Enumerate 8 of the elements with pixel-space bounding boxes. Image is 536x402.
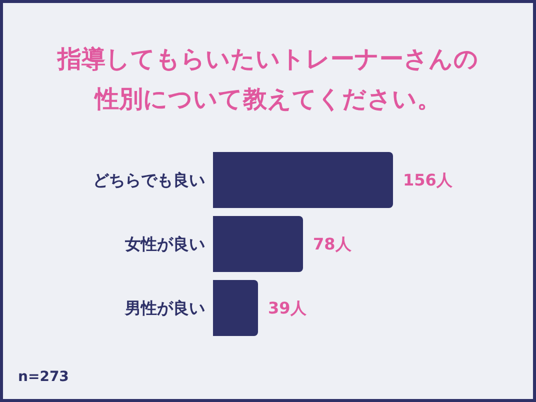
data-label: 78人 <box>313 234 352 254</box>
data-label: 156人 <box>403 170 454 190</box>
y-tick-label: 男性が良い <box>124 298 205 318</box>
data-label: 39人 <box>268 298 308 318</box>
y-tick-label: どちらでも良い <box>93 170 205 190</box>
text: n=273 <box>18 369 69 385</box>
chart-title: 指導してもらいたいトレーナーさんの性別について教えてください。 <box>56 44 480 115</box>
y-tick-label: 女性が良い <box>124 234 205 254</box>
